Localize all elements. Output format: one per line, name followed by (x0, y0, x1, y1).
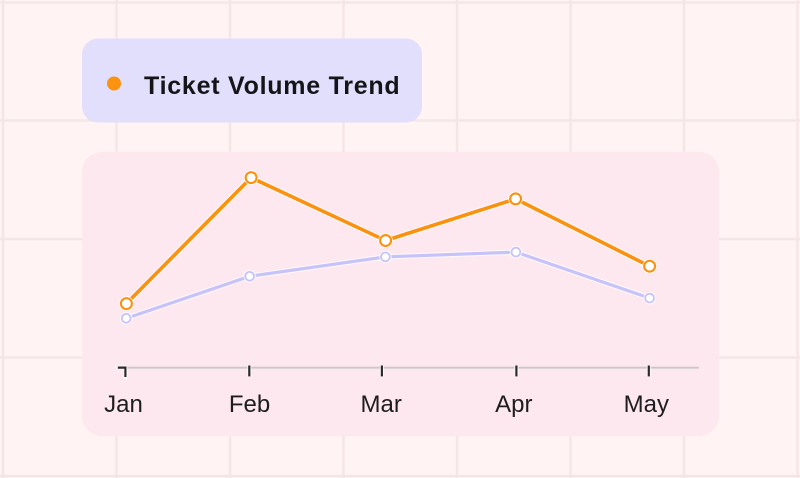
svg-text:Apr: Apr (495, 391, 532, 418)
svg-text:Jan: Jan (104, 391, 143, 418)
svg-text:May: May (624, 391, 669, 418)
svg-text:Mar: Mar (361, 391, 402, 418)
svg-text:Ticket Volume Trend: Ticket Volume Trend (144, 72, 400, 100)
svg-text:Feb: Feb (229, 391, 270, 418)
